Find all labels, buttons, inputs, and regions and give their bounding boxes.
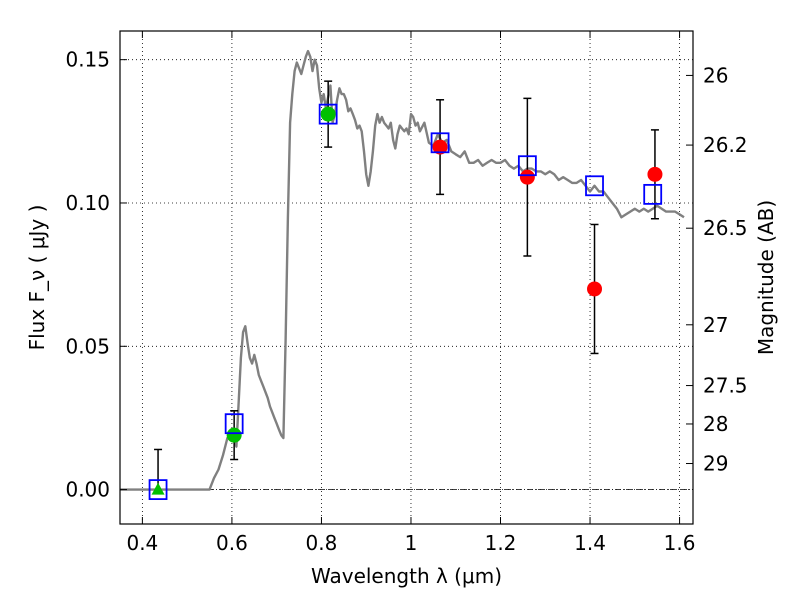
y-axis-label: Flux F_ν ( μJy ) (25, 205, 49, 351)
data-point-triangle (151, 482, 165, 495)
x-tick-label: 0.4 (126, 531, 158, 555)
right-mag-tick-label: 27 (703, 313, 728, 337)
data-point-circle (519, 169, 535, 185)
y-tick-label: 0.05 (65, 334, 110, 358)
tick-labels: 0.4 0.6 0.8 1 1.2 1.4 1.6 0.00 0.05 0.10 0.15 26 26.… (65, 48, 747, 555)
data-point-square (430, 132, 450, 154)
right-mag-tick-label: 28 (703, 412, 728, 436)
right-mag-tick-label: 26.2 (703, 133, 748, 157)
right-mag-tick-label: 26 (703, 63, 728, 87)
right-mag-tick-label: 26.5 (703, 216, 748, 240)
right-axis-label: Magnitude (AB) (754, 200, 778, 355)
data-point-circle (647, 166, 663, 182)
y-tick-label: 0.10 (65, 191, 110, 215)
data-point-square (517, 155, 537, 177)
x-tick-label: 0.6 (216, 531, 248, 555)
right-mag-tick-label: 29 (703, 452, 728, 476)
data-point-circle (320, 106, 336, 122)
data-point-square (318, 103, 338, 125)
x-tick-label: 1.4 (574, 531, 606, 555)
y-tick-label: 0.15 (65, 48, 110, 72)
x-tick-label: 1 (405, 531, 418, 555)
x-tick-label: 0.8 (306, 531, 338, 555)
data-point-circle (587, 281, 603, 297)
plot-frame (119, 30, 694, 525)
data-point-circle (226, 427, 242, 443)
data-point-square (148, 479, 168, 501)
model-sed-line (120, 49, 685, 491)
right-mag-tick-label: 27.5 (703, 374, 748, 398)
data-markers (148, 103, 663, 501)
axis-ticks (120, 31, 693, 524)
data-point-circle (432, 139, 448, 155)
x-tick-label: 1.2 (485, 531, 517, 555)
data-point-square (224, 413, 244, 435)
x-axis-label: Wavelength λ (μm) (311, 564, 502, 588)
data-point-square (643, 183, 663, 205)
x-tick-label: 1.6 (664, 531, 696, 555)
model-sed-group (120, 49, 685, 491)
y-tick-label: 0.00 (65, 478, 110, 502)
data-point-square (585, 175, 604, 197)
